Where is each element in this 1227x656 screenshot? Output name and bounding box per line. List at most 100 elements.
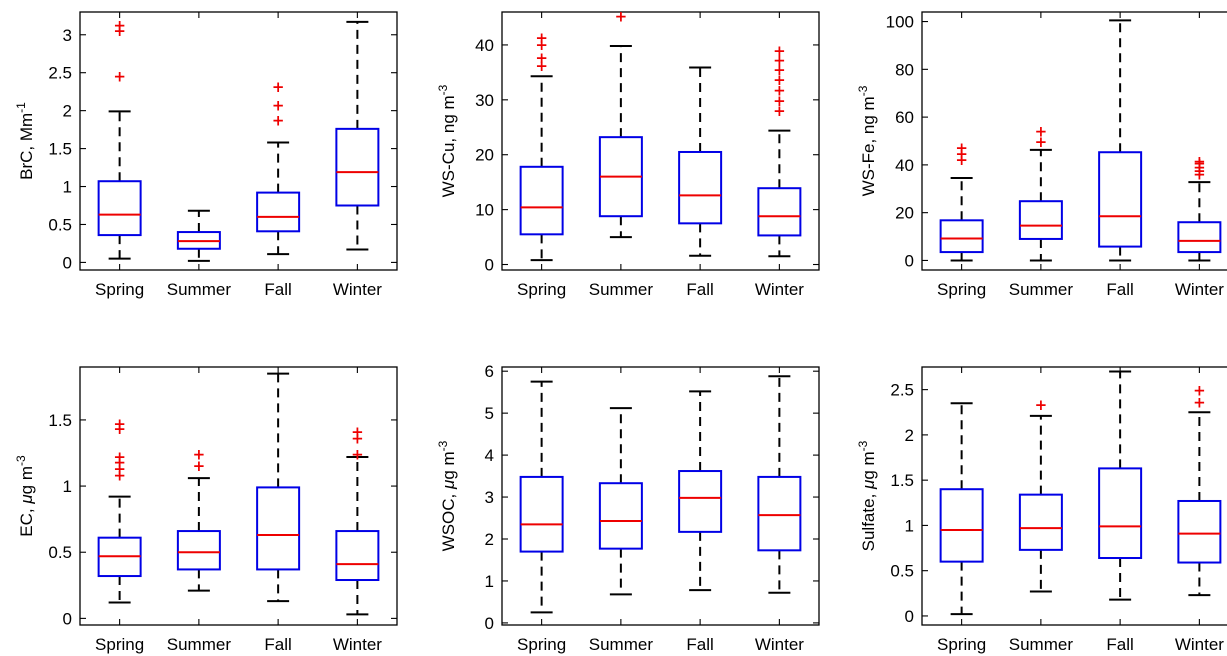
outlier-point: + [1193,162,1206,180]
outlier-point: + [113,68,126,86]
axes-frame [921,11,1227,271]
x-tick-label: Spring [95,280,144,299]
outlier-point: + [193,445,206,463]
y-tick-label: 1.5 [48,140,72,159]
iqr-box [678,470,723,533]
box-spring [939,402,984,616]
x-tick-label: Winter [755,280,804,299]
iqr-box [1098,151,1143,248]
y-tick-label: 100 [886,13,914,32]
y-tick-label: 5 [485,404,494,423]
iqr-box [1177,221,1222,254]
iqr-box [757,475,802,552]
y-tick-label: 3 [63,26,72,45]
outlier-point: + [773,81,786,99]
y-tick-label: 0.5 [48,543,72,562]
iqr-box [939,219,984,254]
outlier-point: + [535,57,548,75]
boxplot-panel: 0 10 20 30 40 Spring Summer Fall Winter WS-Cu, ng… [436,7,820,299]
y-tick-label: 1 [63,178,72,197]
outlier-point: + [351,423,364,441]
outlier-point: + [113,22,126,40]
x-tick-label: Winter [755,635,804,654]
y-tick-label: 0 [63,253,72,272]
y-tick-label: 6 [485,362,494,381]
outlier-point: + [1193,382,1206,400]
y-tick-label: 2 [905,426,914,445]
axes-frame [501,366,820,626]
outlier-point: + [773,51,786,69]
box-fall [678,390,723,592]
outlier-point: + [615,7,628,25]
outlier-point: + [113,17,126,35]
iqr-box [598,482,643,550]
y-tick-label: 0 [63,609,72,628]
box-fall [1098,19,1143,262]
box-fall [256,372,301,603]
y-tick-label: 0.5 [48,215,72,234]
iqr-box [678,150,723,225]
outlier-point: + [773,42,786,60]
y-tick-label: 2 [485,530,494,549]
outlier-point: + [535,49,548,67]
outlier-point: + [351,429,364,447]
box-summer [176,209,221,262]
y-tick-label: 40 [475,36,494,55]
y-tick-label: 1.5 [48,411,72,430]
iqr-box [1177,499,1222,564]
boxplot-panel: 0 0.5 1 1.5 Spring Summer Fall Winter EC, μg m-3… [14,366,398,654]
box-summer: ++ [1018,122,1063,262]
axes-frame [79,11,398,271]
box-spring: +++ [97,17,142,260]
outlier-point: + [272,78,285,96]
box-spring [519,380,564,614]
outlier-point: + [535,36,548,54]
iqr-box [1018,200,1063,240]
boxplot-panel: 0 0.5 1 1.5 2 2.5 3 Spring Summer Fall Winter BrC, … [14,11,398,299]
iqr-box [1018,493,1063,551]
outlier-point: + [773,92,786,110]
y-tick-label: 1 [63,477,72,496]
y-tick-label: 1 [485,572,494,591]
y-axis-label: WS-Cu, ng m-3 [436,84,458,197]
outlier-point: + [955,145,968,163]
x-tick-label: Summer [589,280,654,299]
y-tick-label: 1.5 [890,471,914,490]
outlier-point: + [113,466,126,484]
outlier-point: + [272,112,285,130]
box-spring: ++++ [519,29,564,262]
iqr-box [939,488,984,563]
axes-frame [501,11,820,271]
box-winter: ++ [1177,382,1222,597]
iqr-box [256,486,301,571]
x-tick-label: Spring [517,635,566,654]
y-axis-label: WSOC, μg m-3 [436,440,458,551]
outlier-point: + [1193,152,1206,170]
x-tick-label: Winter [1175,280,1224,299]
y-axis-label: EC, μg m-3 [14,455,36,537]
x-tick-label: Spring [517,280,566,299]
outlier-point: + [113,460,126,478]
x-tick-label: Summer [1009,635,1074,654]
axes-frame [79,366,398,626]
outlier-point: + [1193,393,1206,411]
outlier-point: + [113,420,126,438]
x-tick-label: Fall [264,280,291,299]
y-tick-label: 0.5 [890,562,914,581]
iqr-box [256,191,301,233]
y-tick-label: 30 [475,91,494,110]
x-tick-label: Spring [95,635,144,654]
outlier-point: + [272,96,285,114]
y-tick-label: 0 [905,251,914,270]
y-tick-label: 4 [485,446,494,465]
y-tick-label: 1 [905,516,914,535]
outlier-point: + [1035,133,1048,151]
x-tick-label: Fall [686,280,713,299]
y-axis-label: WS-Fe, ng m-3 [856,85,878,196]
iqr-box [335,530,380,582]
x-tick-label: Summer [167,635,232,654]
iqr-box [519,475,564,553]
outlier-point: + [773,61,786,79]
outlier-point: + [193,457,206,475]
outlier-point: + [1035,122,1048,140]
